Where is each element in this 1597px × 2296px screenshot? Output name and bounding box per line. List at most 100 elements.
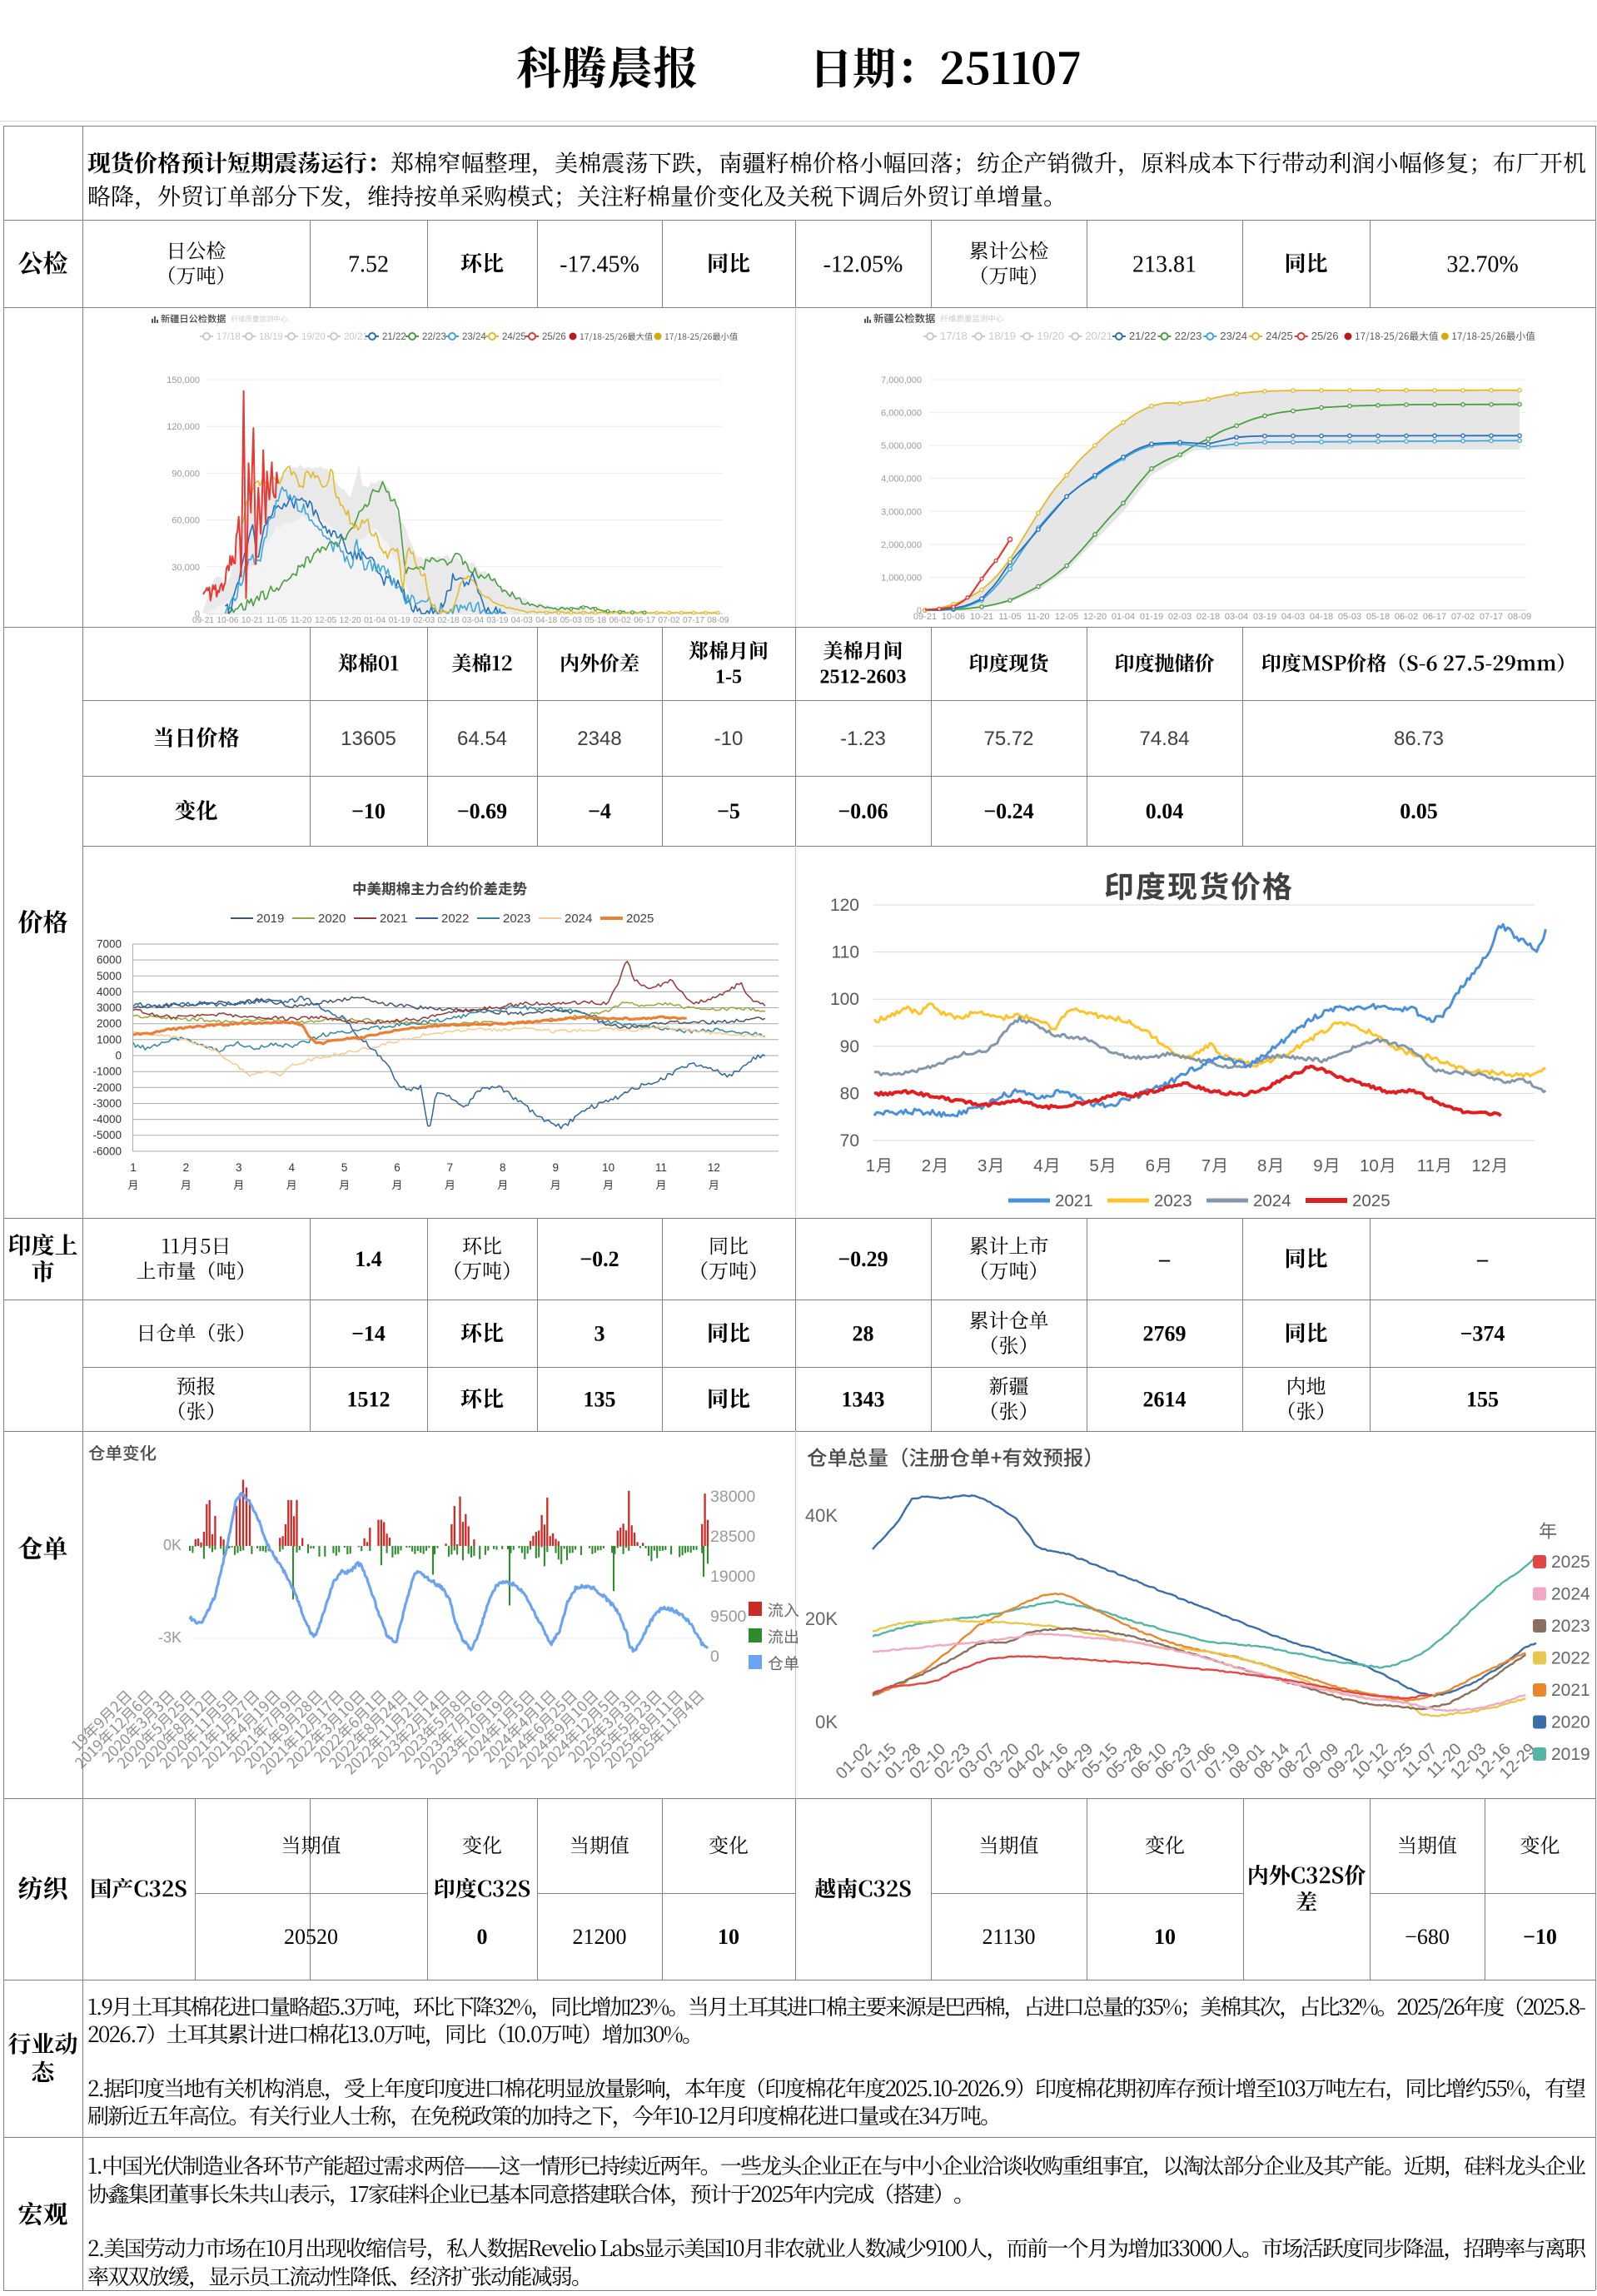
- svg-text:3: 3: [595, 1322, 605, 1346]
- svg-text:-1.23: -1.23: [840, 728, 886, 750]
- svg-text:0.05: 0.05: [1400, 799, 1438, 823]
- svg-text:20520: 20520: [284, 1925, 338, 1949]
- svg-text:3000: 3000: [97, 1001, 122, 1014]
- svg-text:40K: 40K: [805, 1505, 838, 1526]
- svg-text:02-18: 02-18: [437, 616, 459, 625]
- svg-text:7: 7: [447, 1161, 454, 1174]
- svg-text:11-05: 11-05: [998, 612, 1021, 622]
- svg-text:–: –: [1476, 1247, 1489, 1271]
- svg-text:−0.2: −0.2: [580, 1247, 619, 1271]
- svg-text:01-19: 01-19: [389, 616, 410, 625]
- svg-text:120,000: 120,000: [167, 422, 200, 432]
- svg-text:4000: 4000: [97, 986, 122, 998]
- svg-text:2020: 2020: [318, 912, 346, 926]
- svg-text:5: 5: [341, 1161, 348, 1174]
- svg-text:20/21: 20/21: [344, 332, 368, 342]
- svg-text:21130: 21130: [982, 1925, 1035, 1949]
- svg-text:06-17: 06-17: [634, 616, 655, 625]
- svg-text:05-03: 05-03: [560, 616, 582, 625]
- svg-text:07-02: 07-02: [658, 616, 679, 625]
- svg-text:25/26: 25/26: [542, 332, 566, 342]
- svg-text:05-18: 05-18: [1366, 612, 1390, 622]
- svg-text:1: 1: [866, 1156, 875, 1175]
- svg-text:-12.05%: -12.05%: [823, 251, 903, 277]
- svg-text:100: 100: [830, 990, 859, 1009]
- svg-text:8: 8: [1257, 1156, 1266, 1175]
- svg-text:3: 3: [978, 1156, 987, 1175]
- svg-text:1512: 1512: [347, 1388, 391, 1412]
- svg-text:11-20: 11-20: [1027, 612, 1049, 622]
- svg-text:2020: 2020: [1551, 1713, 1590, 1732]
- svg-text:11: 11: [655, 1161, 667, 1174]
- svg-text:7.52: 7.52: [348, 251, 389, 277]
- svg-text:0K: 0K: [815, 1712, 838, 1732]
- svg-text:-4000: -4000: [92, 1113, 122, 1126]
- svg-text:32.70%: 32.70%: [1446, 251, 1518, 277]
- svg-text:2024: 2024: [565, 912, 592, 926]
- svg-text:19/20: 19/20: [301, 332, 326, 342]
- svg-text:10: 10: [718, 1925, 739, 1949]
- svg-text:6: 6: [1146, 1156, 1155, 1175]
- svg-text:4: 4: [288, 1161, 295, 1174]
- svg-text:10: 10: [602, 1161, 614, 1174]
- svg-text:21/22: 21/22: [382, 332, 406, 342]
- svg-text:2348: 2348: [577, 728, 621, 750]
- svg-text:2024: 2024: [1551, 1585, 1590, 1604]
- svg-text:2023: 2023: [1551, 1617, 1590, 1636]
- svg-text:155: 155: [1466, 1388, 1499, 1412]
- svg-text:−5: −5: [717, 799, 740, 823]
- svg-text:06-02: 06-02: [1395, 612, 1418, 622]
- svg-text:9: 9: [1313, 1156, 1322, 1175]
- svg-text:22/23: 22/23: [1175, 330, 1202, 342]
- svg-text:−10: −10: [1523, 1925, 1557, 1949]
- svg-text:09-21: 09-21: [913, 612, 937, 622]
- svg-text:04-03: 04-03: [1281, 612, 1305, 622]
- svg-text:−0.06: −0.06: [838, 799, 888, 823]
- svg-text:11: 11: [1417, 1156, 1435, 1175]
- svg-text:−0.69: −0.69: [457, 799, 507, 823]
- svg-text:-2000: -2000: [92, 1081, 122, 1094]
- svg-text:17/18: 17/18: [216, 332, 241, 342]
- svg-text:2024: 2024: [1253, 1191, 1291, 1210]
- svg-text:5,000,000: 5,000,000: [881, 441, 922, 451]
- svg-text:03-04: 03-04: [462, 616, 484, 625]
- svg-text:5000: 5000: [97, 970, 122, 982]
- svg-text:01-04: 01-04: [1112, 612, 1135, 622]
- svg-text:19/20: 19/20: [1037, 330, 1064, 342]
- svg-text:2614: 2614: [1143, 1388, 1187, 1412]
- svg-text:-6000: -6000: [92, 1145, 122, 1157]
- svg-text:−10: −10: [351, 799, 386, 823]
- svg-text:08-09: 08-09: [707, 616, 729, 625]
- svg-text:2022: 2022: [441, 912, 469, 926]
- svg-text:02-03: 02-03: [413, 616, 435, 625]
- svg-text:2021: 2021: [1551, 1681, 1590, 1700]
- svg-text:70: 70: [840, 1131, 859, 1150]
- svg-text:80: 80: [840, 1084, 859, 1103]
- svg-text:11-05: 11-05: [266, 616, 288, 625]
- svg-text:4,000,000: 4,000,000: [881, 475, 922, 485]
- svg-text:1-5: 1-5: [715, 666, 742, 688]
- svg-text:-3000: -3000: [92, 1097, 122, 1110]
- svg-text:8: 8: [500, 1161, 506, 1174]
- svg-text:02-03: 02-03: [1168, 612, 1192, 622]
- svg-text:11-20: 11-20: [291, 616, 312, 625]
- svg-text:7000: 7000: [97, 938, 122, 951]
- svg-text:24/25: 24/25: [502, 332, 526, 342]
- svg-text:06-02: 06-02: [609, 616, 631, 625]
- svg-text:90,000: 90,000: [172, 469, 200, 479]
- svg-text:04-18: 04-18: [535, 616, 557, 625]
- svg-text:2025: 2025: [1352, 1191, 1391, 1210]
- svg-text:2021: 2021: [380, 912, 407, 926]
- svg-text:28: 28: [853, 1322, 874, 1346]
- svg-text:2022: 2022: [1551, 1649, 1590, 1668]
- svg-text:17/18: 17/18: [940, 330, 968, 342]
- svg-text:24/25: 24/25: [1266, 330, 1293, 342]
- svg-text:08-09: 08-09: [1508, 612, 1531, 622]
- svg-text:0K: 0K: [163, 1537, 182, 1553]
- svg-text:12-05: 12-05: [1055, 612, 1078, 622]
- svg-text:10: 10: [1154, 1925, 1176, 1949]
- svg-text:23/24: 23/24: [462, 332, 486, 342]
- svg-text:30,000: 30,000: [172, 563, 200, 573]
- svg-text:7,000,000: 7,000,000: [881, 375, 922, 385]
- svg-text:5: 5: [1089, 1156, 1098, 1175]
